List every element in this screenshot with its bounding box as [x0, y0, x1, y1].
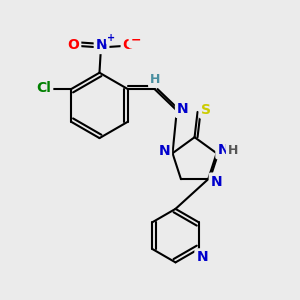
Text: S: S [201, 103, 211, 117]
Text: Cl: Cl [36, 82, 51, 95]
Text: −: − [130, 34, 141, 46]
Text: N: N [177, 102, 189, 116]
Text: H: H [228, 144, 238, 157]
Text: H: H [150, 73, 160, 86]
Text: N: N [158, 144, 170, 158]
Text: N: N [196, 250, 208, 264]
Text: O: O [68, 38, 79, 52]
Text: N: N [218, 143, 229, 157]
Text: +: + [107, 33, 116, 43]
Text: O: O [123, 38, 134, 52]
Text: N: N [96, 38, 107, 52]
Text: N: N [211, 175, 222, 188]
